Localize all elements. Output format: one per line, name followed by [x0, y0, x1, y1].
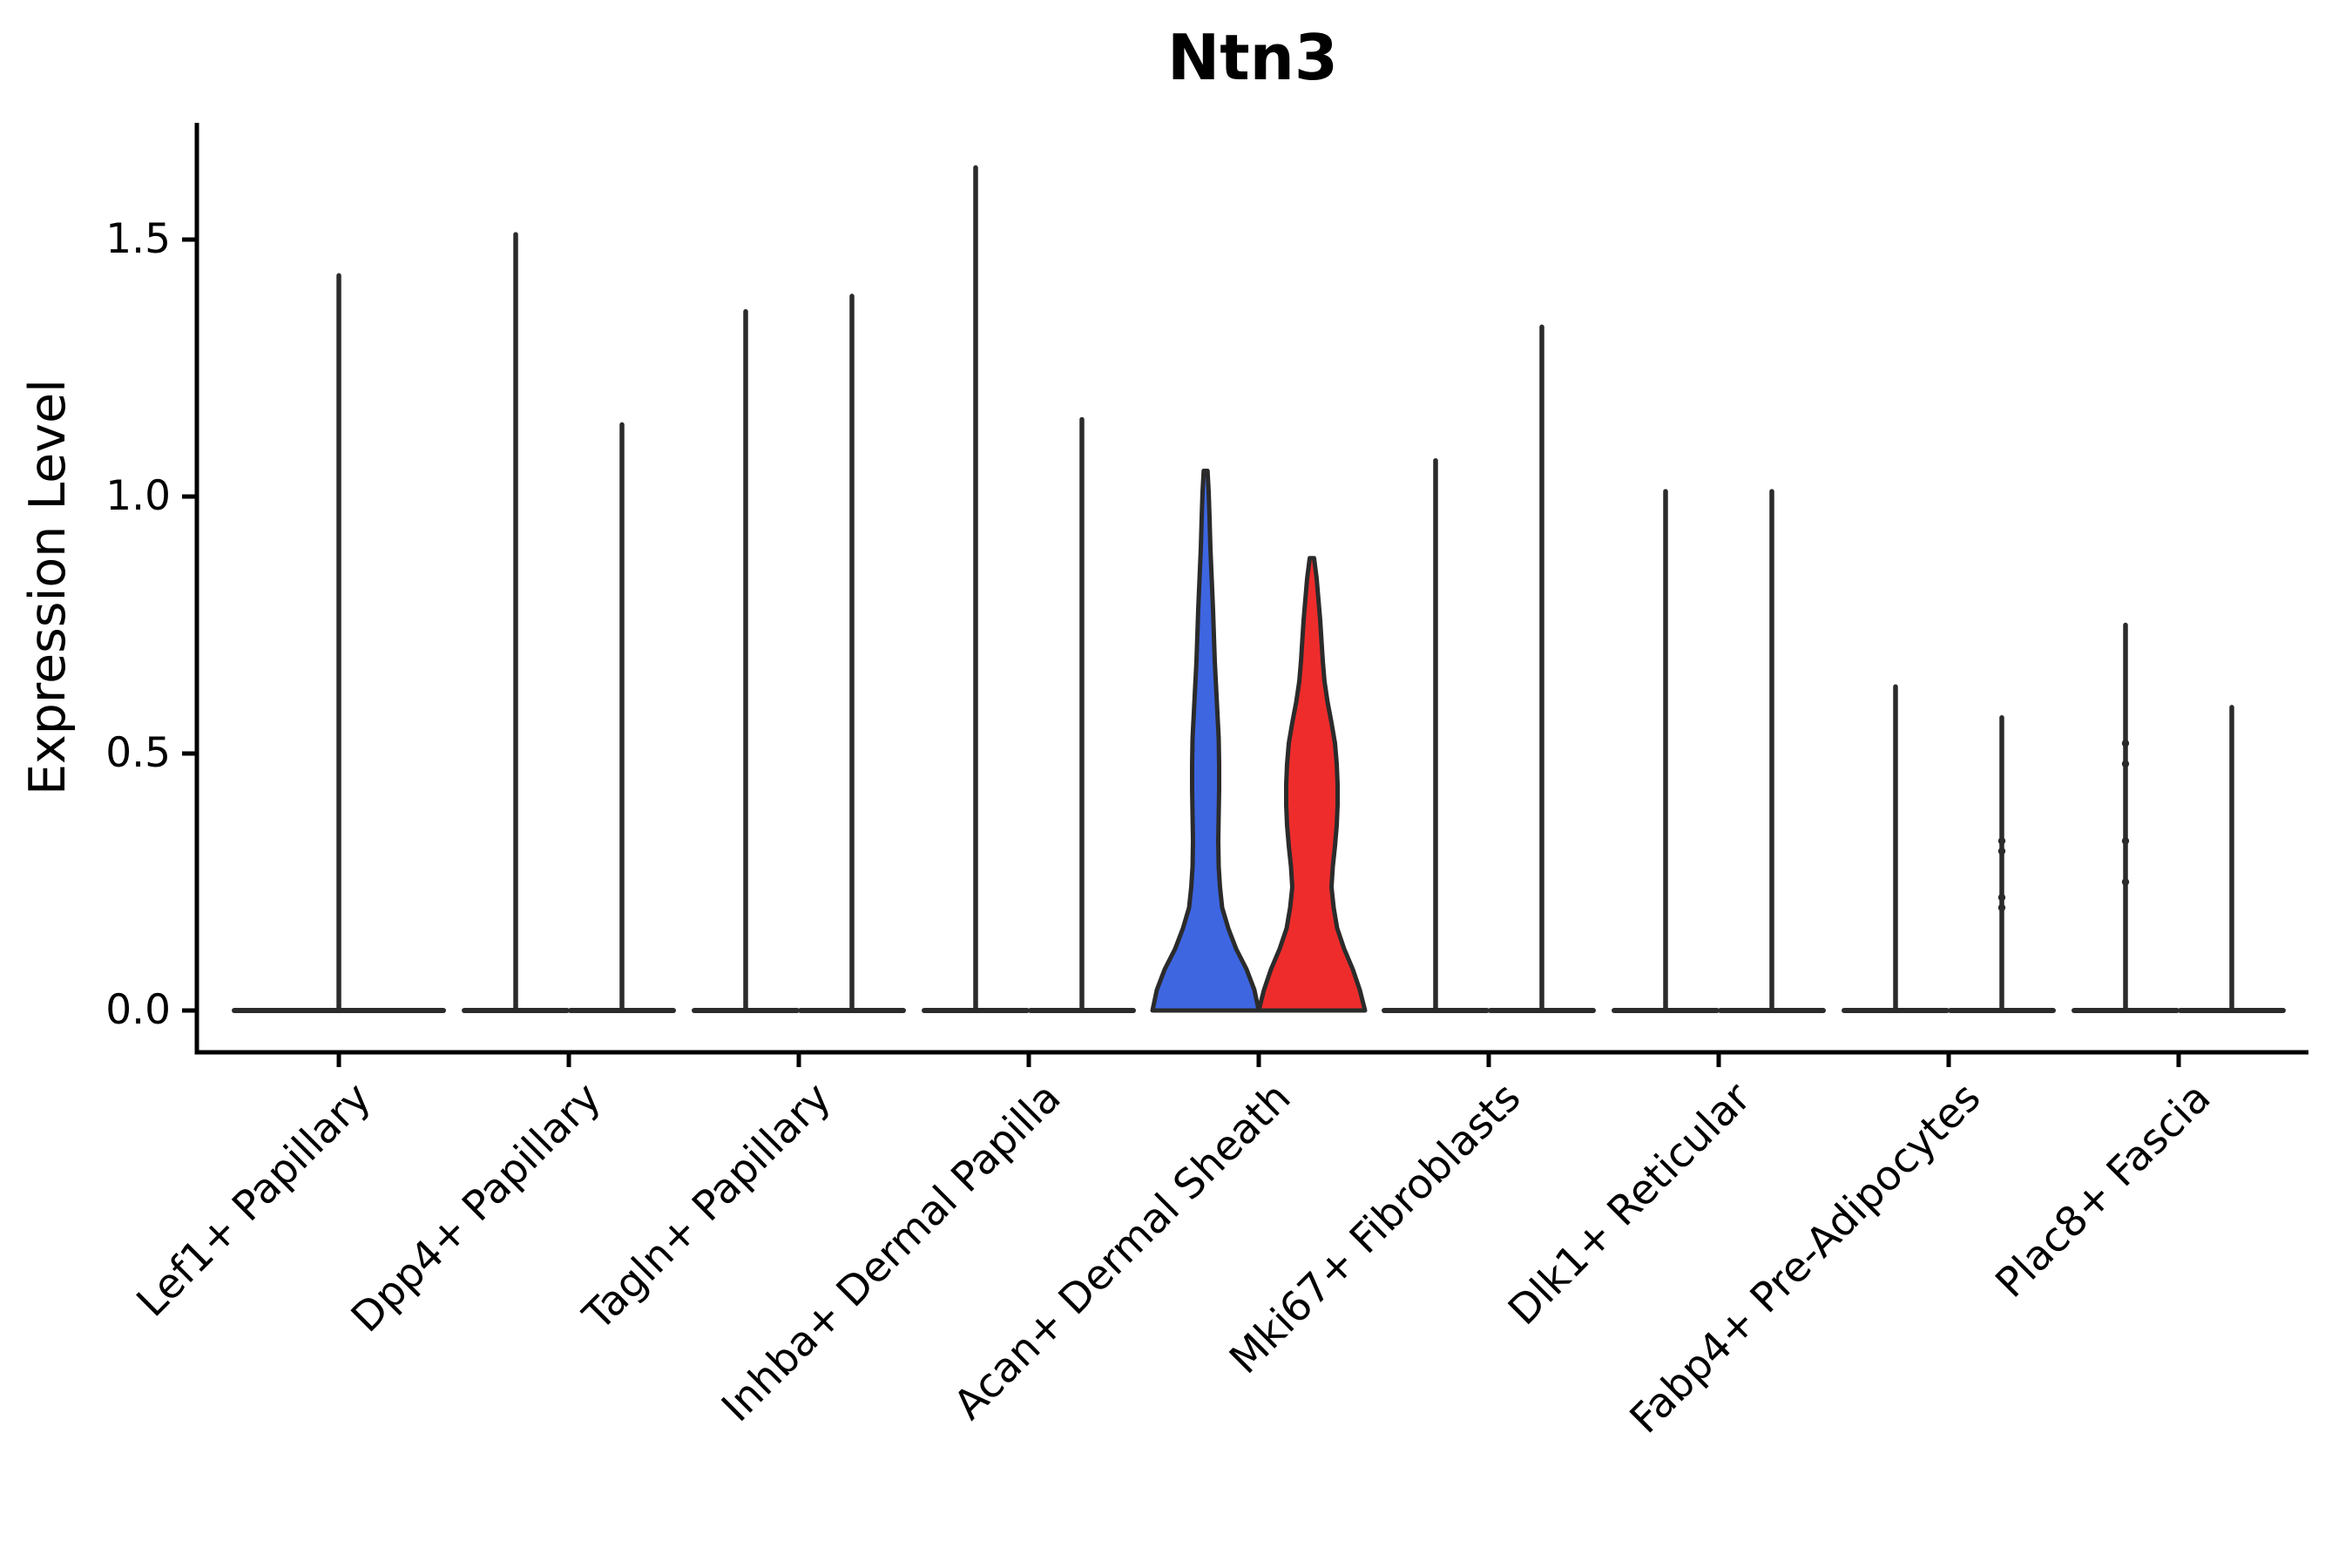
- ytick-label-1.5: 1.5: [105, 215, 171, 263]
- ytick-label-1.0: 1.0: [105, 472, 171, 520]
- violin-red: [1256, 556, 1368, 1013]
- chart-title: Ntn3: [1166, 21, 1339, 94]
- violin-blue: [1150, 469, 1261, 1013]
- ytick-label-0.0: 0.0: [105, 986, 171, 1034]
- jitter-dot: [1997, 903, 2006, 912]
- ytick-label-0.5: 0.5: [105, 729, 171, 777]
- y-axis-label: Expression Level: [19, 379, 77, 795]
- jitter-dot: [1997, 837, 2006, 845]
- jitter-dot: [2121, 837, 2130, 845]
- jitter-dot: [2121, 878, 2130, 886]
- jitter-dot: [1997, 847, 2006, 855]
- jitter-dot: [1997, 894, 2006, 902]
- jitter-dot: [2121, 740, 2130, 747]
- jitter-dot: [2121, 760, 2130, 767]
